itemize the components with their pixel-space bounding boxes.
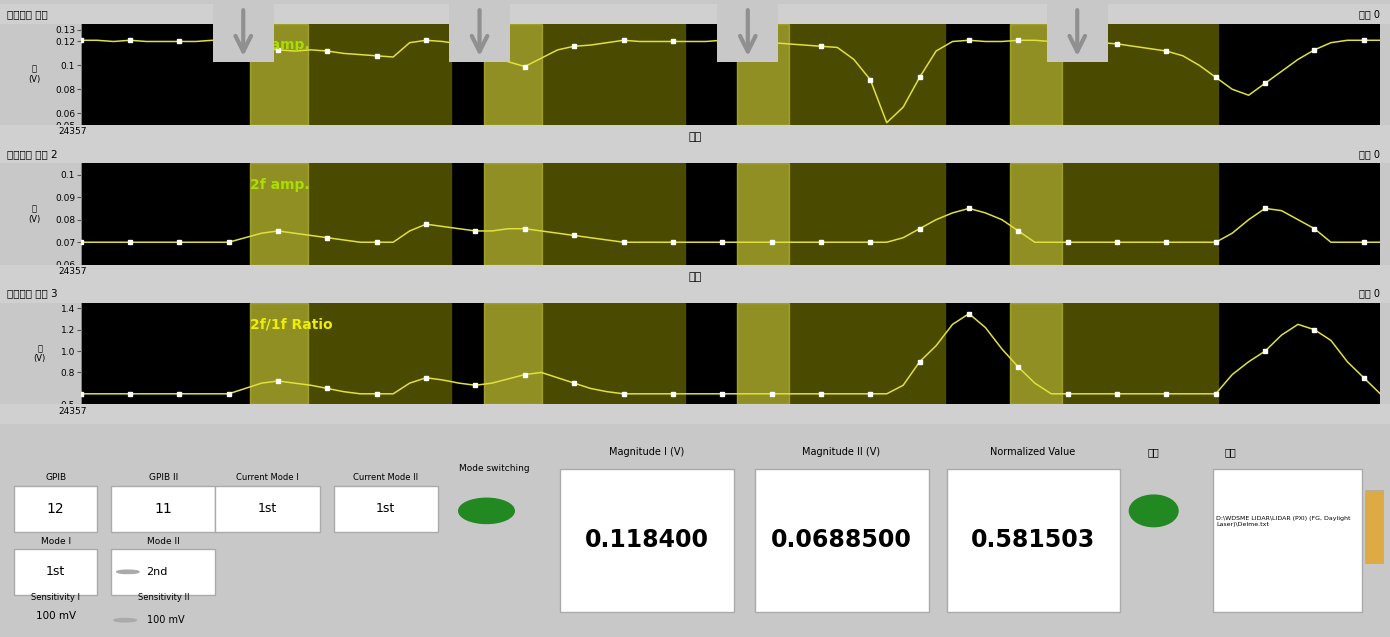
Text: Magnitude II (V): Magnitude II (V) — [802, 447, 880, 457]
Text: 1st: 1st — [377, 502, 395, 515]
Bar — [1011, 24, 1218, 125]
FancyBboxPatch shape — [215, 485, 320, 532]
Text: 롤롯 0: 롤롯 0 — [1359, 289, 1380, 299]
Bar — [250, 24, 309, 125]
Bar — [250, 163, 450, 265]
Text: 롤롯 0: 롤롯 0 — [1359, 148, 1380, 159]
FancyBboxPatch shape — [111, 485, 215, 532]
Y-axis label: 빛
(V): 빛 (V) — [28, 204, 40, 224]
Text: 1st: 1st — [46, 565, 65, 578]
Bar — [484, 303, 685, 404]
Bar — [484, 24, 685, 125]
Text: 0.118400: 0.118400 — [585, 528, 709, 552]
Text: GPIB II: GPIB II — [149, 473, 178, 482]
Text: 시간: 시간 — [688, 427, 702, 440]
Text: 2f/1f Ratio: 2f/1f Ratio — [250, 317, 332, 331]
FancyBboxPatch shape — [560, 469, 734, 612]
Text: 1st: 1st — [259, 502, 277, 515]
Text: 웨이브폼 차트: 웨이브폼 차트 — [7, 9, 47, 19]
Text: 100 mV: 100 mV — [36, 611, 75, 621]
Bar — [737, 303, 790, 404]
Bar — [250, 24, 450, 125]
Text: 시간: 시간 — [688, 132, 702, 143]
Bar — [250, 163, 309, 265]
Text: 0.0688500: 0.0688500 — [771, 528, 912, 552]
Text: D:\WDSME LIDAR\LIDAR (PXI) (FG, Daylight Laser)\Delme.txt: D:\WDSME LIDAR\LIDAR (PXI) (FG, Daylight… — [1216, 516, 1351, 527]
Text: 24357: 24357 — [58, 406, 88, 416]
FancyBboxPatch shape — [1213, 469, 1362, 612]
Bar — [250, 303, 450, 404]
Bar — [484, 24, 542, 125]
Text: 100 mV: 100 mV — [147, 615, 185, 625]
Bar — [250, 303, 309, 404]
Text: Sensitivity I: Sensitivity I — [31, 593, 81, 603]
FancyBboxPatch shape — [14, 548, 97, 595]
Circle shape — [117, 570, 139, 573]
Bar — [737, 24, 790, 125]
Ellipse shape — [459, 498, 514, 524]
Text: 24357: 24357 — [58, 127, 88, 136]
Y-axis label: 빛
(V): 빛 (V) — [33, 344, 46, 364]
Text: 웨이브폼 차트 2: 웨이브폼 차트 2 — [7, 148, 57, 159]
Bar — [737, 163, 790, 265]
Bar — [737, 303, 945, 404]
FancyBboxPatch shape — [1365, 490, 1383, 563]
Text: GPIB: GPIB — [44, 473, 67, 482]
Text: 12: 12 — [47, 502, 64, 516]
FancyBboxPatch shape — [334, 485, 438, 532]
Text: 롤롯 0: 롤롯 0 — [1359, 9, 1380, 19]
Text: Normalized Value: Normalized Value — [990, 447, 1076, 457]
Bar — [484, 303, 542, 404]
Bar — [1011, 163, 1218, 265]
Bar — [1011, 303, 1062, 404]
Bar — [1011, 303, 1218, 404]
FancyBboxPatch shape — [111, 548, 215, 595]
Bar — [737, 163, 945, 265]
Text: 저장: 저장 — [1148, 447, 1159, 457]
Bar — [484, 163, 685, 265]
Text: Current Mode I: Current Mode I — [236, 473, 299, 482]
Text: 2f amp.: 2f amp. — [250, 178, 309, 192]
Text: 1f amp.: 1f amp. — [250, 38, 309, 52]
Text: 경로: 경로 — [1225, 447, 1236, 457]
Ellipse shape — [1129, 495, 1179, 527]
Bar — [1011, 24, 1062, 125]
Text: 11: 11 — [154, 502, 172, 516]
Text: Mode switching: Mode switching — [459, 464, 530, 473]
Text: Sensitivity II: Sensitivity II — [138, 593, 189, 603]
Text: 웨이브폼 차트 3: 웨이브폼 차트 3 — [7, 289, 57, 299]
Bar — [737, 24, 945, 125]
Text: 0.581503: 0.581503 — [972, 528, 1095, 552]
FancyBboxPatch shape — [755, 469, 929, 612]
Text: Magnitude I (V): Magnitude I (V) — [609, 447, 684, 457]
Text: Mode I: Mode I — [40, 536, 71, 545]
Circle shape — [114, 619, 136, 622]
Text: 24357: 24357 — [58, 267, 88, 276]
Bar — [484, 163, 542, 265]
Text: 시간: 시간 — [688, 272, 702, 282]
FancyBboxPatch shape — [947, 469, 1120, 612]
Bar — [1011, 163, 1062, 265]
Text: Current Mode II: Current Mode II — [353, 473, 418, 482]
Text: 2nd: 2nd — [146, 567, 167, 577]
FancyBboxPatch shape — [14, 485, 97, 532]
Y-axis label: 빛
(V): 빛 (V) — [28, 64, 40, 84]
Text: Mode II: Mode II — [147, 536, 179, 545]
